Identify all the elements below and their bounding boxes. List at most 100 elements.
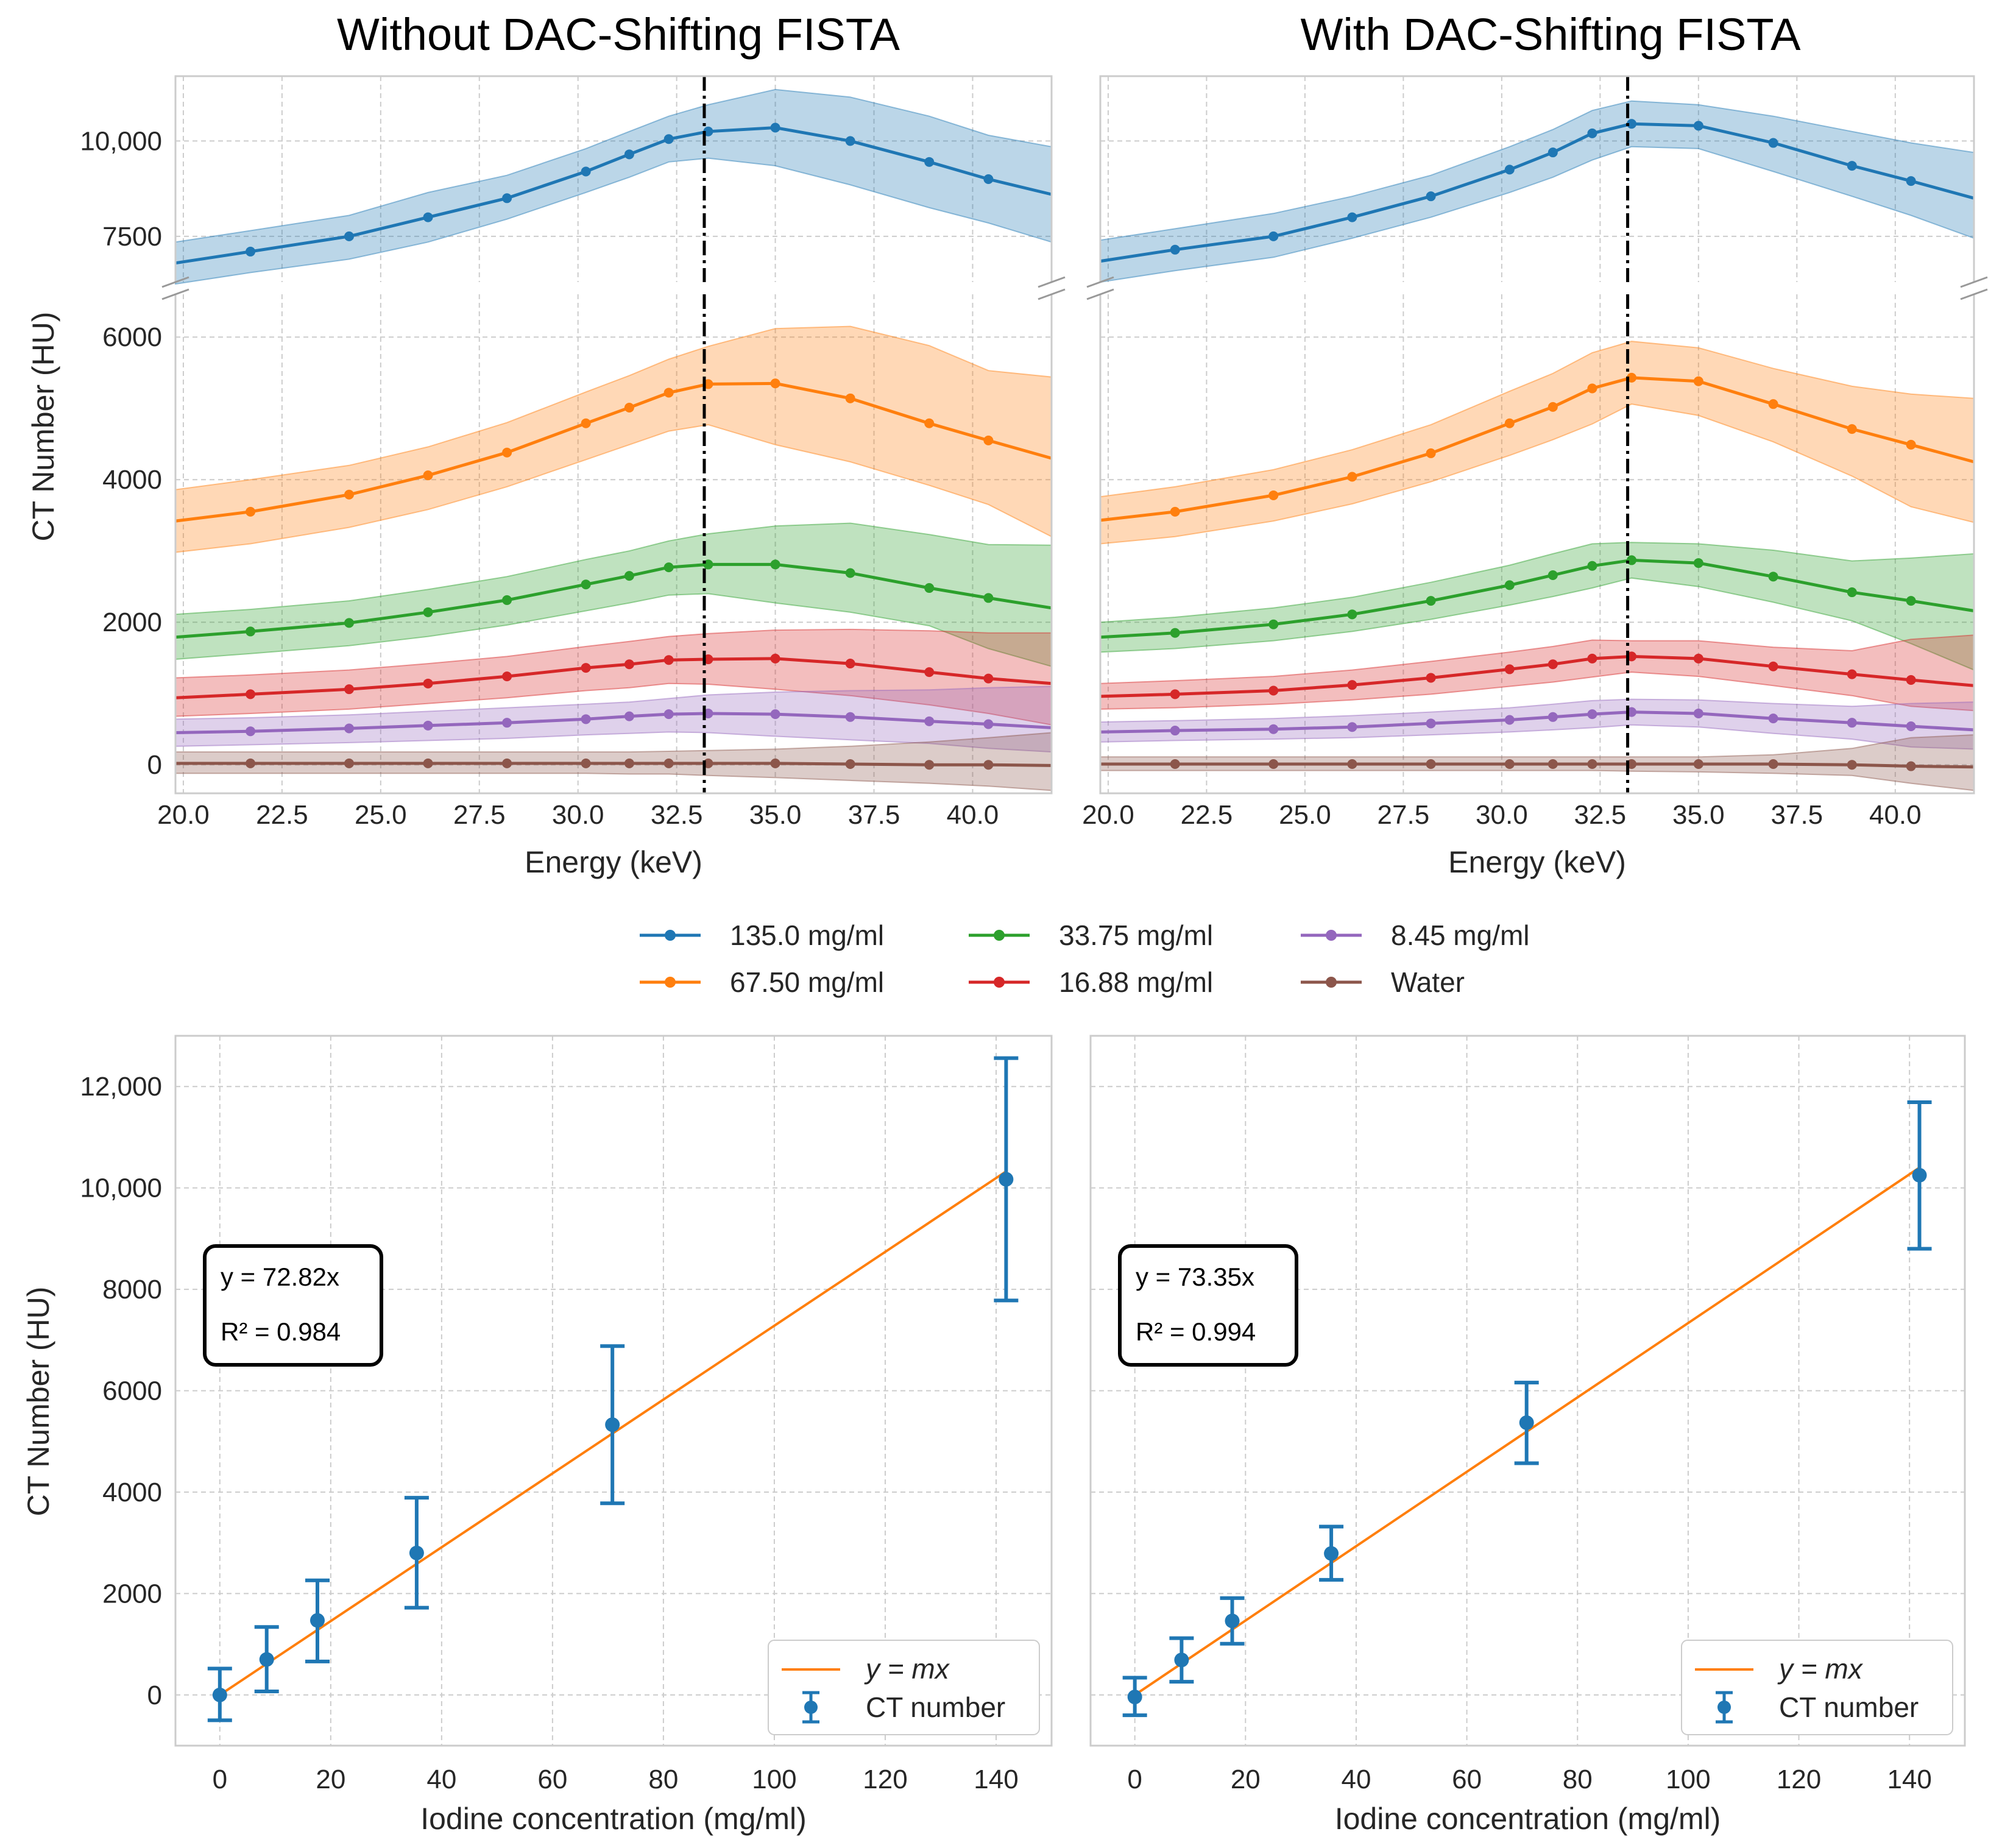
y-tick-label: 0 (147, 1680, 162, 1710)
data-point (581, 714, 591, 724)
data-point (1693, 708, 1703, 718)
data-point (1426, 673, 1436, 683)
y-tick-label: 6000 (102, 1376, 162, 1406)
data-point (663, 388, 674, 398)
series-line-2 (1100, 558, 1975, 639)
y-tick-label: 2000 (102, 1579, 162, 1609)
x-tick-label: 40 (1341, 1765, 1371, 1794)
data-point (1504, 759, 1515, 770)
data-point (1268, 685, 1279, 696)
data-point (1693, 558, 1703, 568)
legend-point-swatch (1717, 1701, 1731, 1714)
ct-point (1174, 1652, 1189, 1668)
x-tick-label: 35.0 (1672, 800, 1725, 830)
x-tick-label: 22.5 (256, 800, 308, 830)
legend-label-3: 16.88 mg/ml (1059, 966, 1213, 998)
data-point (663, 562, 674, 573)
legend-label-1: 67.50 mg/ml (730, 966, 884, 998)
legend-swatch-marker-2 (994, 930, 1005, 941)
x-tick-label: 30.0 (1476, 800, 1528, 830)
data-point (502, 671, 512, 682)
data-point (1847, 161, 1857, 171)
y-tick-label: 2000 (102, 607, 162, 637)
x-tick-label: 35.0 (749, 800, 802, 830)
ct-point (1127, 1690, 1142, 1705)
data-point (624, 571, 634, 581)
x-tick-label: 22.5 (1181, 800, 1233, 830)
data-point (344, 618, 355, 628)
data-point (1906, 721, 1916, 732)
panel-linearity-without: 0 20 40 60 80 100 120 140 0 2000 4000 6000 8000 10,00… (21, 1035, 1053, 1836)
data-point (624, 403, 634, 413)
axis-break-mark (1038, 288, 1066, 300)
y-tick-label: 10,000 (80, 126, 162, 156)
x-tick-label: 20 (1231, 1765, 1261, 1794)
data-point (1170, 244, 1180, 255)
axis-break-mark (1960, 276, 1988, 288)
series-line-4 (175, 712, 1052, 734)
data-point (924, 760, 935, 770)
data-point (770, 709, 780, 720)
series-line-1 (1100, 376, 1975, 522)
legend-ct-label: CT number (1779, 1691, 1919, 1723)
y-tick-label: 4000 (102, 1478, 162, 1507)
series-line-1 (175, 381, 1052, 523)
y-tick-label: 8000 (102, 1275, 162, 1305)
data-point (770, 653, 780, 664)
legend-ct-label: CT number (866, 1691, 1005, 1723)
data-point (1627, 119, 1637, 129)
data-point (845, 136, 855, 146)
x-tick-label: 25.0 (355, 800, 407, 830)
data-point (423, 470, 433, 481)
data-point (1504, 580, 1515, 590)
data-point (770, 378, 780, 389)
data-point (1906, 761, 1916, 771)
legend-label-2: 33.75 mg/ml (1059, 919, 1213, 951)
x-tick-label: 32.5 (1574, 800, 1627, 830)
data-point (246, 246, 256, 257)
series-line-0 (175, 126, 1052, 265)
x-tick-label: 60 (1452, 1765, 1482, 1794)
y-tick-label: 10,000 (80, 1174, 162, 1203)
axis-break-mark (1086, 288, 1114, 300)
data-point (1847, 424, 1857, 434)
data-point (502, 758, 512, 768)
series-line-5 (175, 762, 1052, 767)
legend-swatch-marker-1 (665, 977, 676, 988)
legend-fit-label: y = mx (1777, 1653, 1864, 1685)
x-tick-label: 100 (752, 1765, 796, 1794)
data-point (845, 759, 855, 770)
y-tick-label: 12,000 (80, 1072, 162, 1102)
series-line-4 (1100, 710, 1975, 734)
data-point (624, 149, 634, 160)
data-point (624, 711, 634, 721)
data-point (1587, 383, 1597, 394)
data-point (1547, 147, 1558, 158)
series-legend: 135.0 mg/ml 67.50 mg/ml 33.75 mg/ml 16.88 m… (640, 919, 1530, 998)
title-left: Without DAC-Shifting FISTA (337, 9, 900, 60)
data-point (983, 760, 994, 770)
data-point (1268, 490, 1279, 500)
data-point (1587, 561, 1597, 571)
data-point (581, 663, 591, 673)
ct-point (409, 1545, 424, 1560)
x-axis-label: Iodine concentration (mg/ml) (420, 1802, 807, 1836)
data-point (246, 758, 256, 768)
data-point (246, 689, 256, 699)
data-point (1547, 759, 1558, 770)
data-point (1768, 572, 1778, 582)
data-point (1170, 689, 1180, 699)
axes-frame-lower (1099, 294, 1975, 795)
axes-frame-lower (174, 294, 1053, 795)
axis-break-mark (1086, 276, 1114, 288)
data-point (246, 726, 256, 737)
x-tick-label: 27.5 (1378, 800, 1430, 830)
data-point (1768, 399, 1778, 409)
data-point (1170, 628, 1180, 638)
data-point (1768, 661, 1778, 671)
y-tick-label: 4000 (102, 465, 162, 495)
x-tick-label: 25.0 (1279, 800, 1331, 830)
data-point (1587, 653, 1597, 664)
data-point (1347, 609, 1357, 620)
